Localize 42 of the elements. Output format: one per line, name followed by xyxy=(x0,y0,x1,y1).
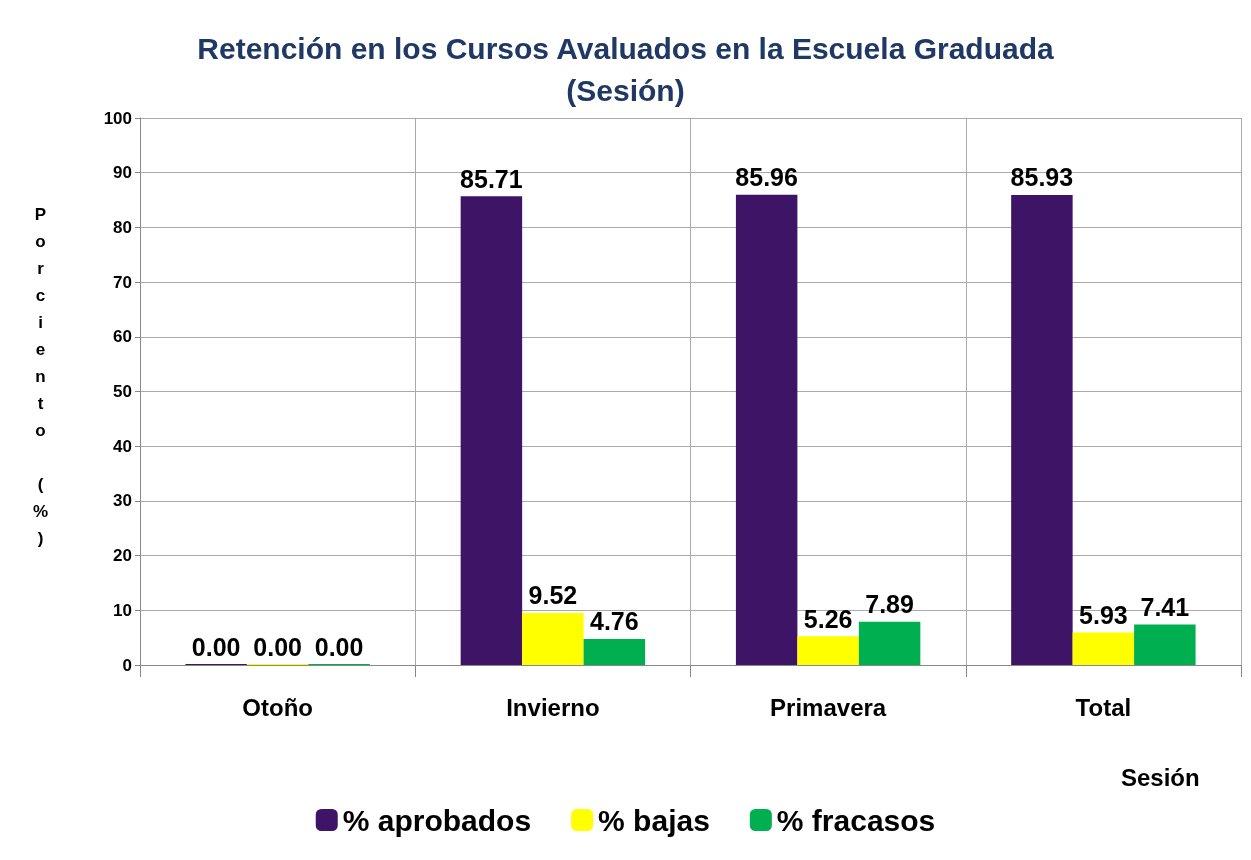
y-tick-label: 40 xyxy=(113,436,132,456)
y-tick-label: 60 xyxy=(113,327,132,347)
data-label: 0.00 xyxy=(191,632,241,661)
data-label: 4.76 xyxy=(590,607,639,636)
data-label: 7.41 xyxy=(1140,592,1190,621)
x-axis-title: Sesión xyxy=(1121,763,1200,791)
legend-label: % fracasos xyxy=(776,803,936,837)
data-label: 5.93 xyxy=(1079,601,1128,630)
data-label: 85.93 xyxy=(1010,163,1074,192)
data-label: 85.96 xyxy=(735,163,798,192)
bar xyxy=(583,638,646,665)
y-tick-label: 50 xyxy=(113,382,132,401)
bar xyxy=(797,636,859,665)
y-tick-label: 90 xyxy=(113,163,132,183)
data-label: 85.71 xyxy=(460,164,523,193)
bar xyxy=(1011,194,1073,665)
bar xyxy=(735,194,798,665)
x-tick-label: Otoño xyxy=(242,693,313,721)
data-label: 9.52 xyxy=(528,581,578,610)
legend-label: % bajas xyxy=(598,803,710,837)
y-tick-label: 80 xyxy=(113,217,132,237)
y-tick-label: 10 xyxy=(113,600,132,620)
bar xyxy=(522,612,584,665)
y-tick-label: 20 xyxy=(113,546,132,566)
bar xyxy=(460,196,523,665)
y-axis-title: Porciento (%) xyxy=(30,205,50,556)
data-label: 5.26 xyxy=(803,604,853,633)
data-label: 0.00 xyxy=(253,632,302,661)
bar xyxy=(1072,632,1135,665)
chart-title: Retención en los Cursos Avaluados en la Escuela Graduada (Sesión) xyxy=(197,31,1054,107)
x-tick-label: Total xyxy=(1075,693,1132,721)
x-tick-label: Primavera xyxy=(770,693,887,721)
y-tick-label: 100 xyxy=(103,108,132,128)
data-label: 7.89 xyxy=(865,590,914,619)
bar xyxy=(858,621,921,665)
legend-label: % aprobados xyxy=(342,803,532,837)
bar xyxy=(1134,624,1196,665)
x-tick-label: Invierno xyxy=(506,693,600,721)
y-tick-label: 70 xyxy=(113,272,132,292)
y-tick-label: 30 xyxy=(113,491,132,511)
y-tick-label: 0 xyxy=(122,655,132,675)
data-label: 0.00 xyxy=(314,632,364,661)
